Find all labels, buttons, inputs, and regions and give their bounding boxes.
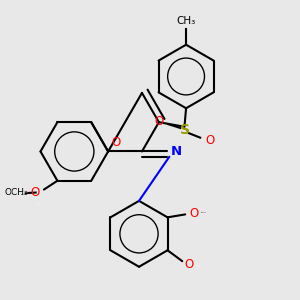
Text: N: N: [170, 145, 182, 158]
Text: methoxy: methoxy: [20, 194, 27, 195]
Text: O: O: [184, 259, 194, 272]
Text: methoxy: methoxy: [37, 202, 43, 204]
Text: O: O: [111, 136, 120, 149]
Text: methoxy: methoxy: [196, 264, 202, 266]
Text: O: O: [154, 115, 163, 128]
Text: methoxy: methoxy: [201, 212, 207, 213]
Text: S: S: [180, 123, 190, 137]
Text: O: O: [205, 134, 214, 147]
Text: OCH₃: OCH₃: [5, 188, 28, 197]
Text: O: O: [189, 207, 198, 220]
Text: O: O: [31, 186, 40, 199]
Text: CH₃: CH₃: [176, 16, 196, 26]
Text: methoxy: methoxy: [23, 192, 29, 193]
Text: methoxy: methoxy: [201, 212, 207, 214]
